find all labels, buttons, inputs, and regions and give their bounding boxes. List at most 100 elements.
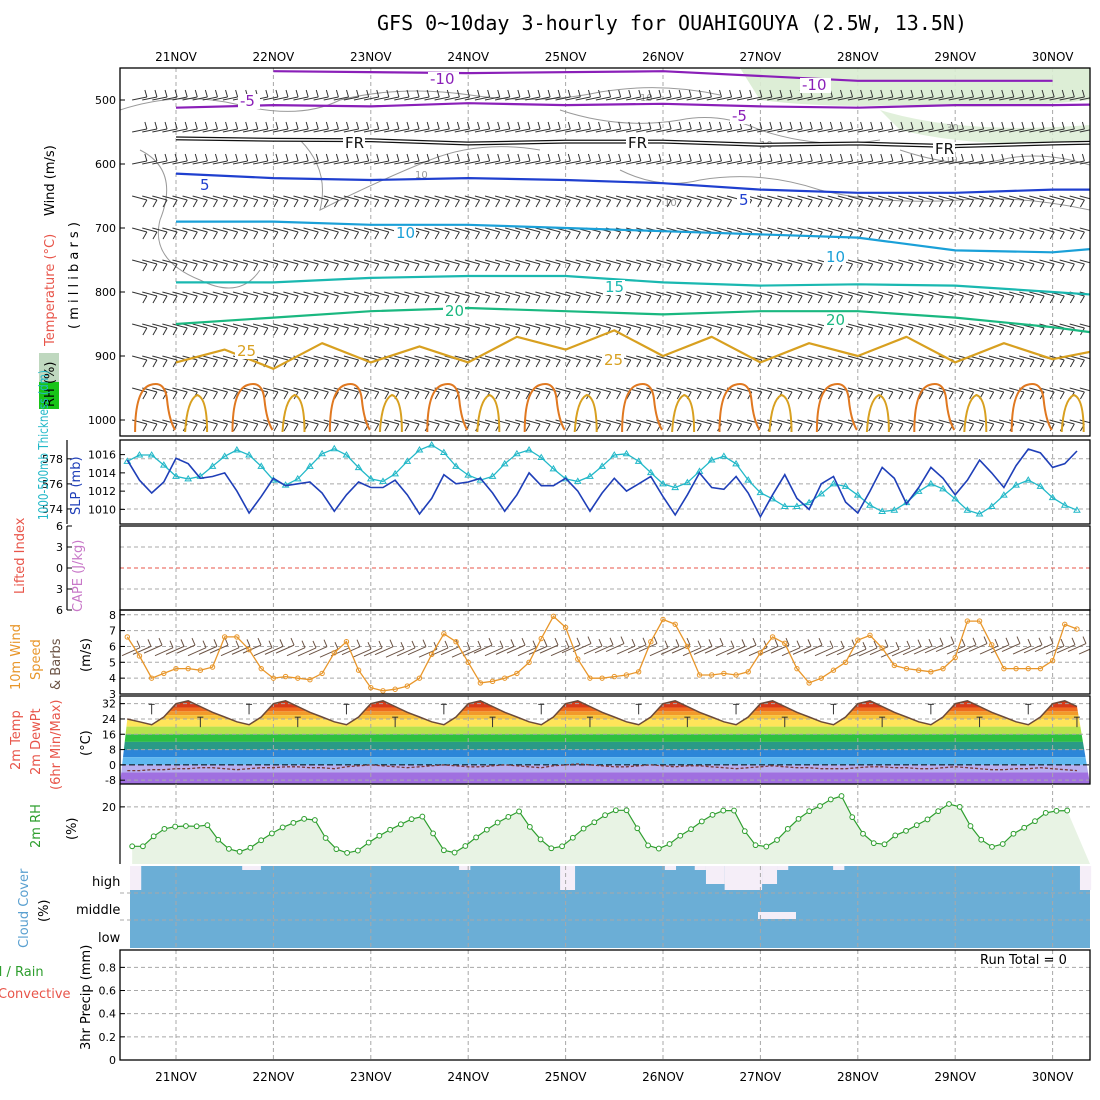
wind-barb-flag [444,423,450,432]
wind-barb [303,160,319,165]
wind-barb [313,259,329,265]
wind-barb-flag [192,263,198,272]
wind-barb [1079,323,1090,328]
wind-barb [253,323,268,329]
wind-barb-flag [737,263,743,272]
wind-barb [313,419,329,425]
wind-barb [847,387,863,393]
wind-barb [142,128,158,133]
wind10m-barb-flag [796,640,801,648]
wind-barb-flag [918,359,924,368]
wind-barb [343,227,359,233]
wind-barb-flag [979,231,985,240]
wind-barb-flag [757,327,763,336]
wind-barb [222,128,238,133]
cloud-clear-blocks [130,866,1092,919]
slp-thickness-lines [123,441,1081,519]
wind-barb [938,259,954,265]
wind-barb-flag [394,295,400,304]
wind-barb-flag [1021,153,1025,162]
wind-barb-flag [1031,121,1035,130]
wind-barb-flag [313,231,319,240]
wind-barb [303,195,319,201]
wind-barb [404,419,420,425]
wind-barb [686,160,702,165]
wind10m-barb-flag [444,640,449,649]
wind-barb [202,259,218,265]
wind-barb-flag [434,327,440,336]
rh2m-point [559,843,565,850]
wind-barb-flag [1090,264,1094,271]
wind-barb [152,227,168,233]
wind-barb-flag [888,391,894,400]
wind-barb-flag [376,153,380,162]
wind-barb [1059,160,1075,165]
wind-barb-flag [898,359,904,368]
wind-barb-flag [213,359,218,368]
wind-barb [333,291,349,297]
wind-barb [797,259,813,265]
wind-barb [454,128,470,133]
wind-barb [817,128,833,133]
wind-barb [454,227,470,233]
wind-barb [1039,419,1055,425]
wind-barb [1029,355,1045,361]
wind-barb-flag [475,327,480,336]
wind-barb-flag [616,231,622,240]
wind-barb [1089,163,1090,165]
wind-barb-flag [192,199,198,208]
wind-barb-flag [676,327,682,336]
wind-barb [545,195,561,201]
wind-barb-flag [706,295,712,304]
wind10m-barb-flag [840,640,845,649]
wind-barb-flag [466,153,470,162]
wind-barb [1079,227,1090,232]
wind-barb [242,387,258,393]
wind-barb [172,387,188,393]
wind-barb-flag [315,153,319,162]
wind-barb-flag [263,199,269,208]
wind-barb-flag [293,263,299,272]
wind-barb [928,355,944,361]
wind-barb-flag [688,121,692,130]
wind-barb-flag [696,263,702,272]
wind-barb [676,160,692,165]
wind-barb [1049,387,1065,393]
wind-barb-flag [938,327,944,336]
wind-barb [263,195,279,201]
wind-barb-flag [807,423,813,432]
wind-barb-flag [1079,359,1085,368]
wind-barb-flag [172,263,178,272]
wind-barb [373,259,389,265]
wind-barb-flag [144,89,148,98]
rh2m-panel: 20 2m RH (%) [29,784,1090,864]
wind-barb-flag [628,89,632,98]
wind-barb [545,227,561,233]
wind-barb-flag [626,263,632,272]
wind-barb [998,291,1014,297]
wind-barb [535,291,551,297]
wind-barb [162,128,178,133]
wind-barb [202,387,218,393]
wind-barb [212,387,228,393]
wind-barb-flag [999,199,1005,208]
wind-barb [253,160,268,165]
wind-barb [1039,128,1055,133]
wind-barb-flag [364,199,370,208]
wind-barb [505,323,521,329]
wind-barb-flag [454,359,460,368]
wind-barb-flag [356,153,360,162]
wind-barb-flag [787,263,793,272]
wind-barb [313,195,329,201]
wind-barb-flag [162,295,168,304]
wind-barb [686,128,702,133]
wind-barb-flag [797,263,803,272]
wind-barb-flag [386,89,390,98]
wind-barb-flag [346,121,349,130]
wind-barb [1059,323,1075,329]
top-date-0: 21NOV [155,50,197,64]
wind-barb [615,259,631,265]
wind-barb-flag [344,199,349,208]
wind-barb [212,355,228,361]
wind-barb-flag [686,327,692,336]
